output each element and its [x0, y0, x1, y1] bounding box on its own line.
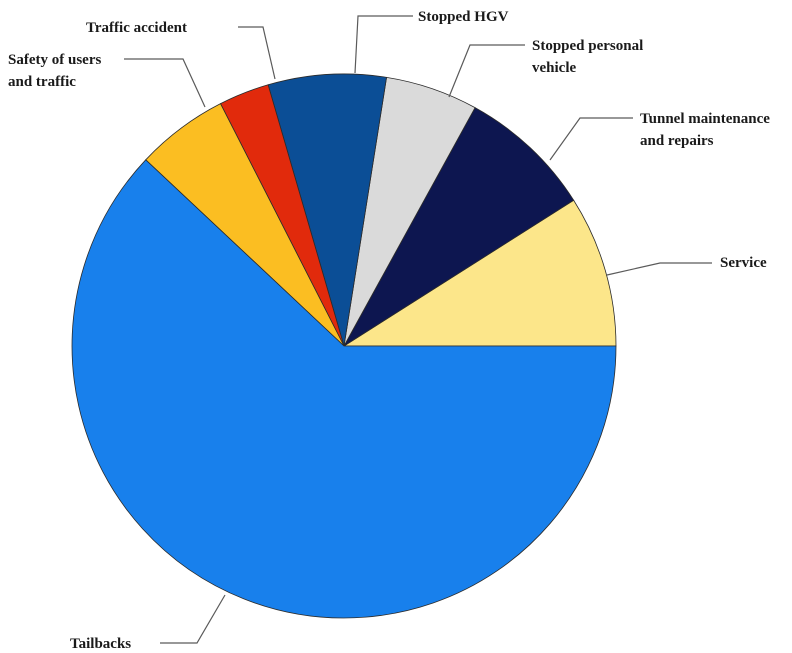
pie-slice-stopped-hgv — [267, 73, 388, 347]
label-safety-line1: Safety of users — [8, 52, 101, 68]
leader-line-personal — [448, 44, 525, 98]
leader-line-accident — [238, 26, 276, 80]
label-safety-line2: and traffic — [8, 74, 76, 90]
leader-line-hgv — [354, 15, 413, 74]
label-personal-line2: vehicle — [532, 60, 576, 76]
leader-line-tunnel — [549, 117, 633, 161]
pie-slice-tailbacks — [71, 159, 617, 619]
leader-line-tailbacks — [160, 594, 226, 644]
pie-slice-tunnel-maintenance-and-repairs — [343, 107, 575, 347]
leader-line-safety — [124, 58, 206, 108]
label-tailbacks: Tailbacks — [70, 636, 131, 652]
leader-lines — [124, 15, 712, 644]
label-hgv: Stopped HGV — [418, 9, 509, 25]
label-service: Service — [720, 255, 767, 271]
label-personal-line1: Stopped personal — [532, 38, 643, 54]
label-accident: Traffic accident — [86, 20, 187, 36]
label-tunnel-line1: Tunnel maintenance — [640, 111, 770, 127]
leader-line-service — [606, 262, 712, 276]
pie-slice-service — [342, 199, 617, 347]
slice-labels: Service Tunnel maintenance and repairs S… — [8, 9, 770, 652]
pie-slices — [71, 73, 617, 619]
label-tunnel-line2: and repairs — [640, 133, 714, 149]
